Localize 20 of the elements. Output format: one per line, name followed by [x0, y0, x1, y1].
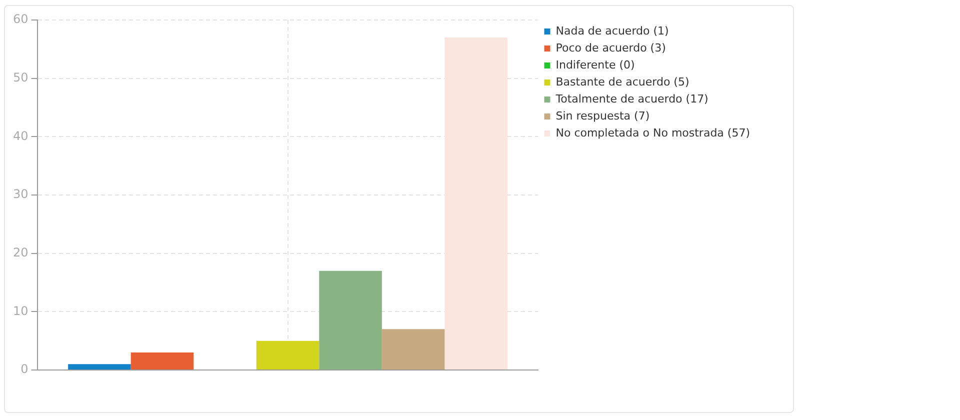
bar [68, 364, 131, 370]
legend-label: Nada de acuerdo (1) [556, 24, 669, 38]
legend-label: Indiferente (0) [556, 58, 635, 72]
y-tick-label: 60 [12, 12, 28, 26]
y-tick-label: 30 [12, 187, 28, 202]
legend-label: Bastante de acuerdo (5) [556, 75, 690, 88]
legend-label: Poco de acuerdo (3) [556, 41, 666, 54]
bar [256, 340, 320, 370]
legend-label: Totalmente de acuerdo (17) [554, 92, 708, 106]
bar [130, 352, 194, 370]
bar [319, 270, 382, 370]
y-tick-label: 20 [12, 245, 28, 260]
y-tick-label: 40 [12, 128, 28, 143]
legend-label: Sin respuesta (7) [556, 109, 650, 122]
y-tick-label: 50 [12, 70, 28, 84]
legend-label: No completada o No mostrada (57) [556, 126, 750, 140]
y-tick-label: 0 [20, 362, 28, 376]
y-tick-label: 10 [12, 304, 28, 318]
bar [444, 38, 508, 370]
bar [382, 329, 445, 370]
